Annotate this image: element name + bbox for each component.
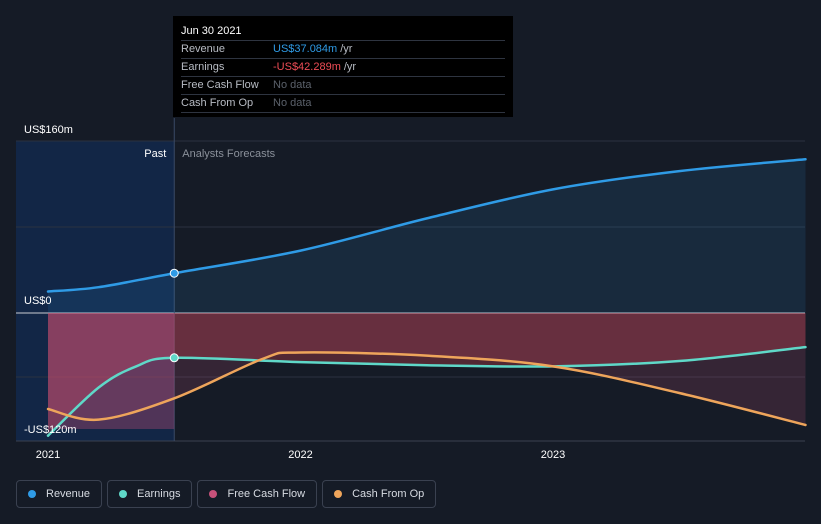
past-negative-area: [48, 313, 175, 429]
legend-label: Revenue: [46, 488, 91, 500]
legend-item-revenue[interactable]: Revenue: [16, 480, 103, 508]
cash-from-op-area: [48, 313, 806, 425]
x-tick-label: 2021: [36, 449, 60, 461]
tooltip-label: Free Cash Flow: [181, 79, 259, 91]
tooltip-unit: /yr: [343, 61, 357, 73]
legend-item-free-cash-flow[interactable]: Free Cash Flow: [197, 480, 318, 508]
tooltip-value: US$37.084m: [273, 43, 338, 55]
revenue-dot-icon: [28, 490, 36, 498]
revenue-area: [48, 159, 806, 313]
tooltip-label: Earnings: [181, 61, 225, 73]
y-tick-label: US$160m: [24, 124, 73, 136]
y-tick-label: US$0: [24, 295, 52, 307]
legend-item-cash-from-op[interactable]: Cash From Op: [322, 480, 437, 508]
legend-item-earnings[interactable]: Earnings: [107, 480, 193, 508]
earnings-marker: [169, 353, 179, 363]
x-tick-label: 2023: [541, 449, 565, 461]
tooltip-value: No data: [273, 97, 312, 109]
tooltip-unit: /yr: [340, 43, 353, 55]
tooltip-label: Revenue: [181, 43, 226, 55]
past-label: Past: [144, 148, 166, 160]
tooltip-row-earnings: Earnings -US$42.289m /yr: [181, 58, 505, 76]
legend-label: Earnings: [137, 488, 181, 500]
x-tick-label: 2022: [288, 449, 312, 461]
cash-from-op-dot-icon: [334, 490, 343, 498]
tooltip-label: Cash From Op: [181, 97, 254, 109]
legend-label: Free Cash Flow: [227, 488, 306, 500]
y-tick-label: -US$120m: [24, 424, 77, 436]
cash-from-op-line: [46, 351, 807, 427]
legend: Revenue Earnings Free Cash Flow Cash Fro…: [16, 480, 437, 508]
tooltip-value: No data: [273, 79, 312, 91]
revenue-line: [46, 158, 807, 293]
earnings-dot-icon: [119, 490, 128, 498]
tooltip: Jun 30 2021 Revenue US$37.084m /yr Earni…: [173, 16, 513, 117]
tooltip-value: -US$42.289m: [273, 61, 341, 73]
tooltip-row-revenue: Revenue US$37.084m /yr: [181, 40, 505, 58]
legend-label: Cash From Op: [352, 488, 425, 500]
tooltip-row-free-cash-flow: Free Cash Flow No data: [181, 76, 505, 94]
earnings-line: [46, 345, 807, 437]
earnings-area: [48, 313, 806, 436]
revenue-marker: [169, 268, 179, 278]
tooltip-row-cash-from-op: Cash From Op No data: [181, 94, 505, 113]
free-cash-flow-dot-icon: [209, 490, 218, 498]
forecast-label: Analysts Forecasts: [182, 148, 275, 160]
tooltip-date: Jun 30 2021: [181, 25, 242, 37]
